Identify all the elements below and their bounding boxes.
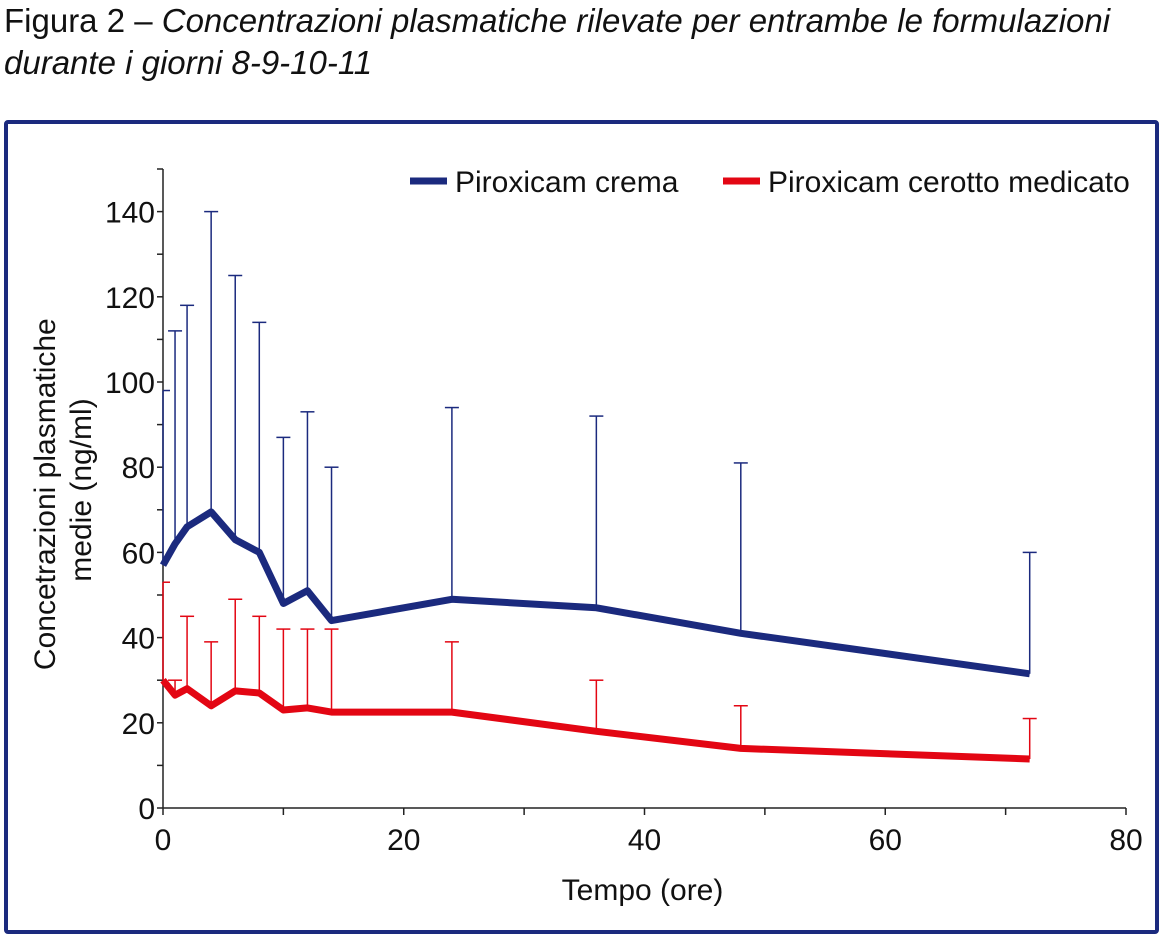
y-axis-title-line2: medie (ng/ml) xyxy=(65,398,98,581)
y-tick-label: 80 xyxy=(122,452,155,485)
x-tick-label: 80 xyxy=(1109,824,1142,857)
x-tick-label: 60 xyxy=(869,824,902,857)
caption-text-line2: durante i giorni 8-9-10-11 xyxy=(4,44,373,81)
x-axis-title: Tempo (ore) xyxy=(562,874,724,907)
chart-legend: Piroxicam crema Piroxicam cerotto medicat… xyxy=(410,166,1130,199)
y-tick-label: 20 xyxy=(122,708,155,741)
caption-text-line1: Concentrazioni plasmatiche rilevate per … xyxy=(161,2,1111,39)
caption-label: Figura 2 – xyxy=(4,2,162,39)
x-tick-label: 0 xyxy=(155,824,172,857)
y-tick-label: 0 xyxy=(138,793,155,826)
y-tick-label: 100 xyxy=(105,367,155,400)
chart-axes: 0 20 40 60 80 100 120 140 0 20 40 60 80 xyxy=(105,168,1143,857)
y-tick-label: 60 xyxy=(122,537,155,570)
x-tick-label: 20 xyxy=(387,824,420,857)
y-tick-label: 140 xyxy=(105,197,155,230)
x-tick-label: 40 xyxy=(628,824,661,857)
y-tick-label: 40 xyxy=(122,623,155,656)
series-line-1 xyxy=(159,508,1031,678)
error-bars xyxy=(162,210,1037,760)
y-axis-title: Concetrazioni plasmatiche medie (ng/ml) xyxy=(29,310,98,670)
series-line-2 xyxy=(160,678,1030,763)
series-lines xyxy=(159,508,1031,763)
legend-label-1: Piroxicam crema xyxy=(455,166,679,199)
figure-caption: Figura 2 – Concentrazioni plasmatiche ri… xyxy=(4,0,1164,84)
chart-frame xyxy=(4,120,1159,934)
y-tick-label: 120 xyxy=(105,282,155,315)
legend-label-2: Piroxicam cerotto medicato xyxy=(768,166,1130,199)
y-axis-title-line1: Concetrazioni plasmatiche xyxy=(29,318,62,670)
